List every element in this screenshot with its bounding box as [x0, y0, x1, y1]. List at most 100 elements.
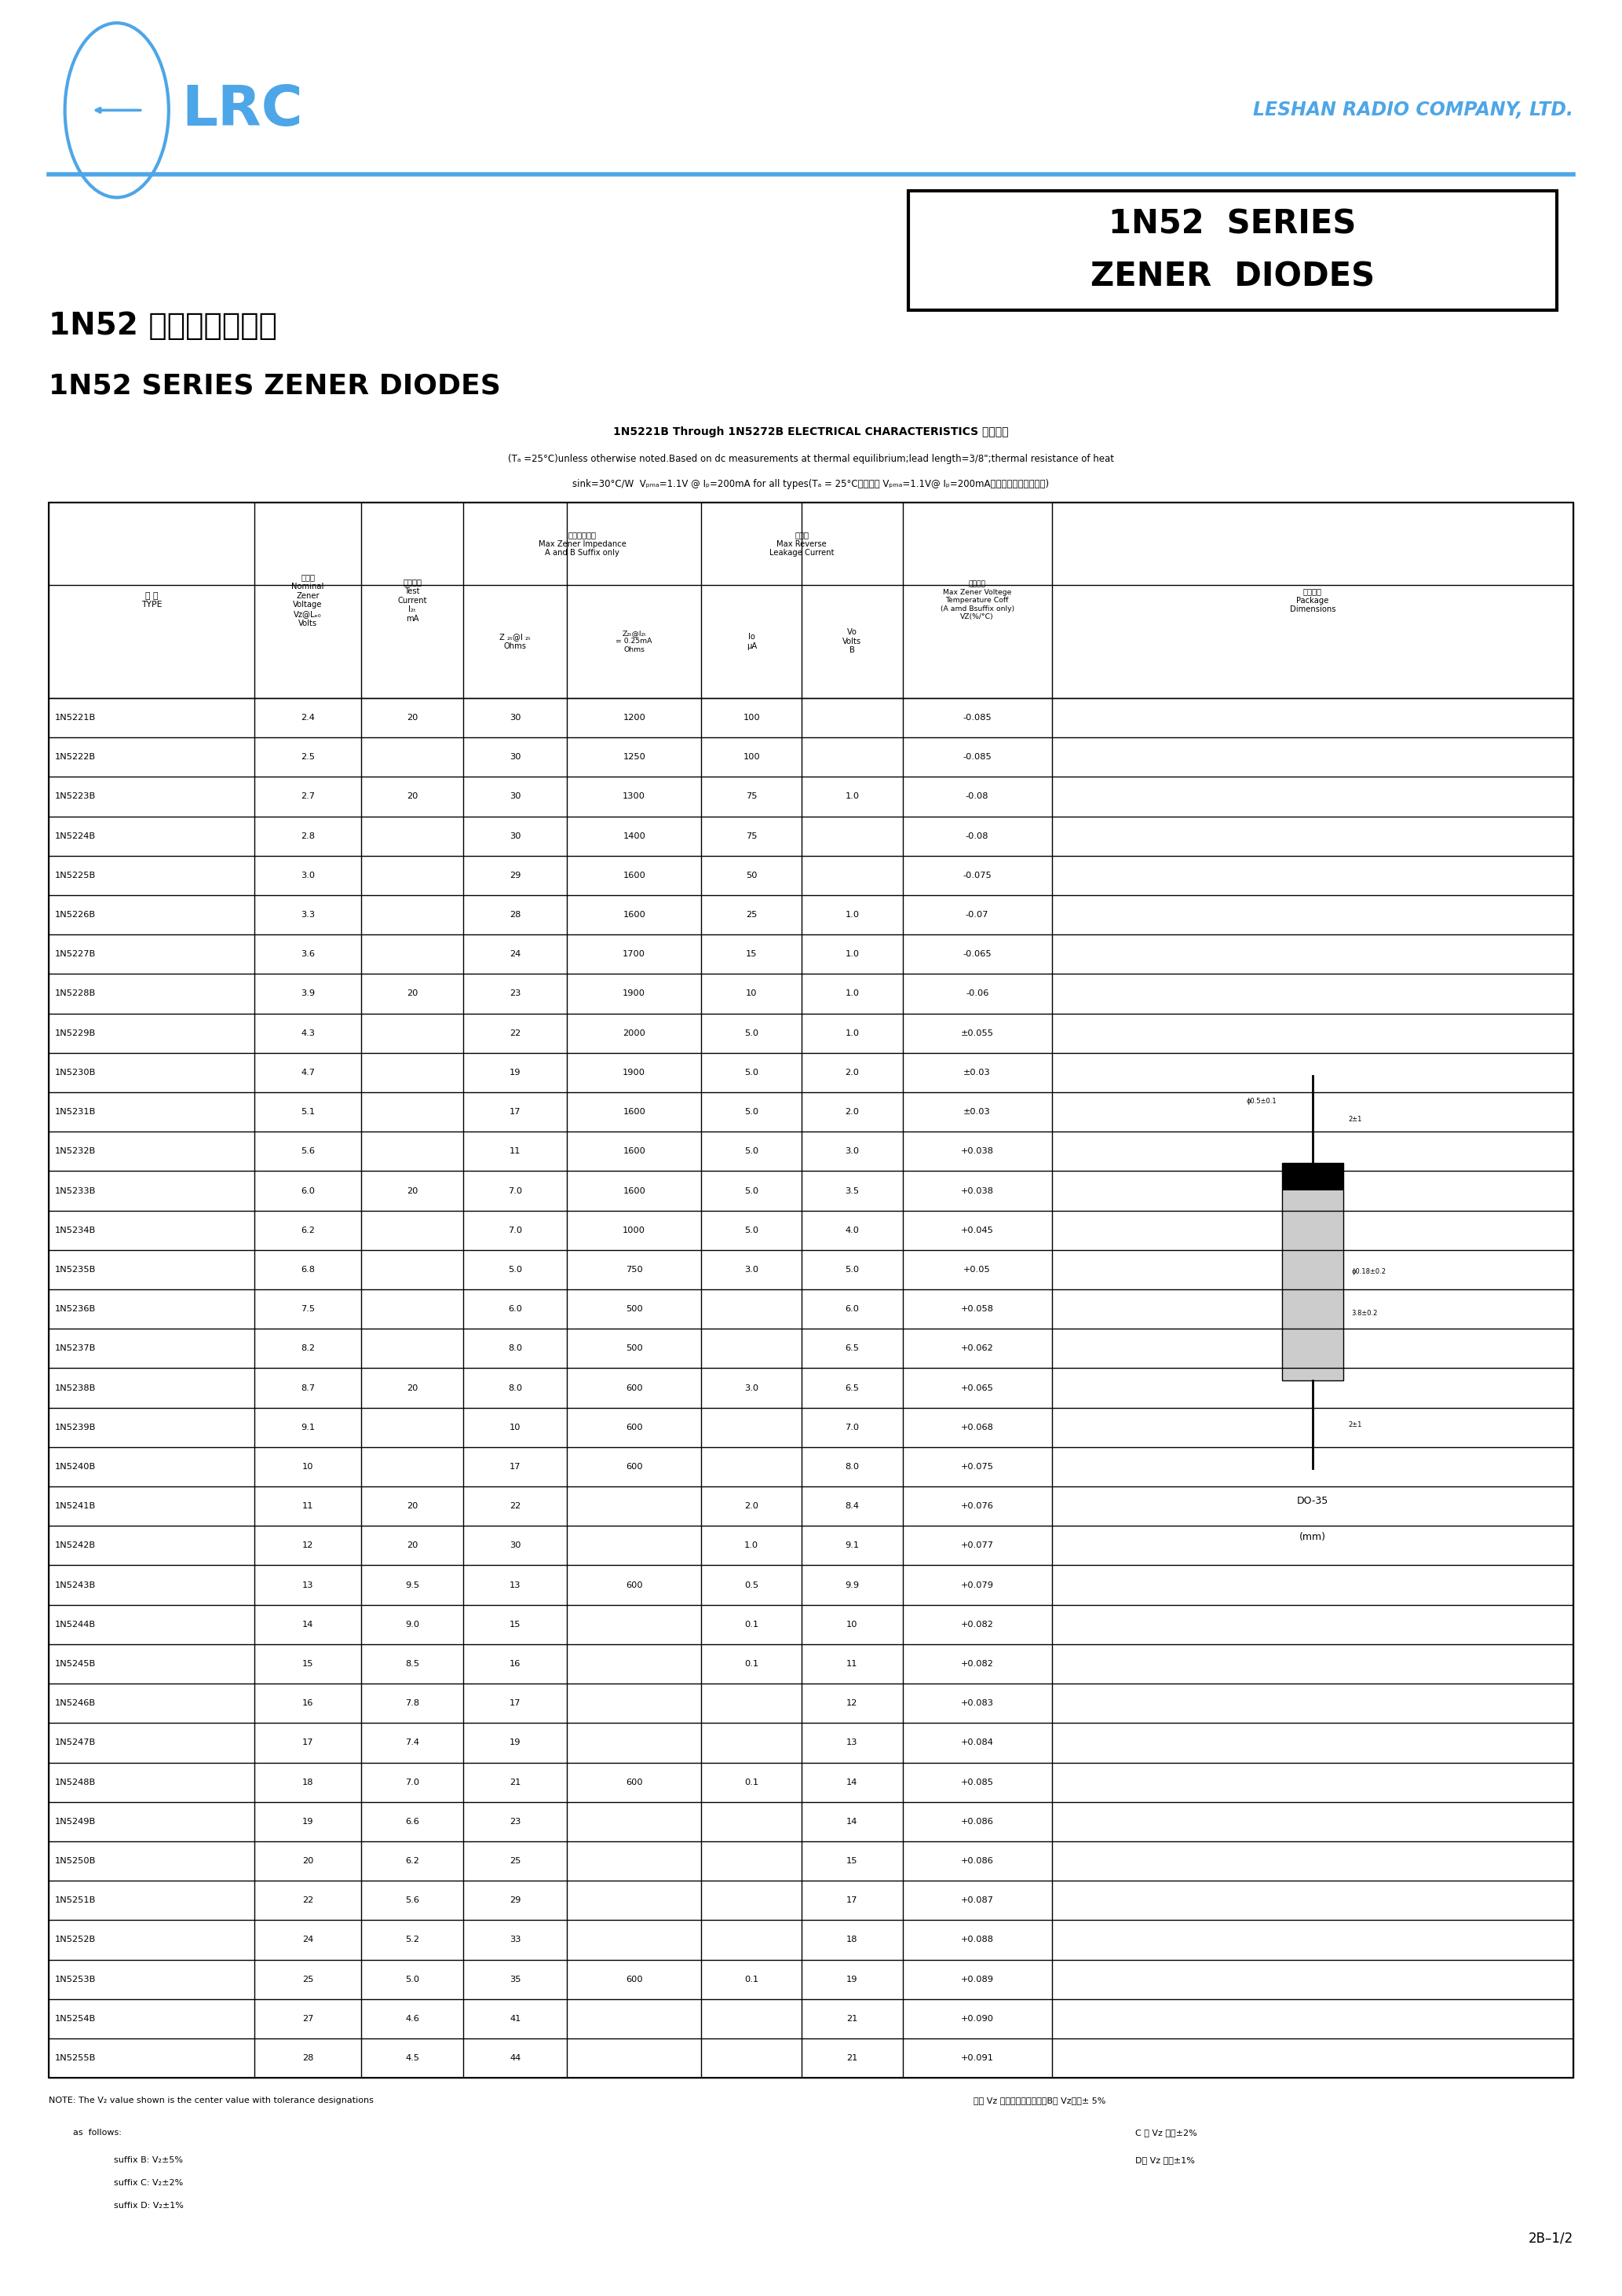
Text: 27: 27	[302, 2016, 313, 2023]
Text: 600: 600	[626, 1424, 642, 1430]
Text: 20: 20	[302, 1857, 313, 1864]
Text: 4.7: 4.7	[300, 1068, 315, 1077]
Text: 1N5246B: 1N5246B	[55, 1699, 96, 1708]
Text: 9.1: 9.1	[845, 1541, 860, 1550]
Text: 1.0: 1.0	[744, 1541, 759, 1550]
Text: 0.5: 0.5	[744, 1582, 759, 1589]
Text: 13: 13	[847, 1738, 858, 1747]
Text: 5.0: 5.0	[744, 1148, 759, 1155]
Text: 5.0: 5.0	[508, 1265, 522, 1274]
Text: 20: 20	[407, 990, 418, 996]
Text: +0.062: +0.062	[960, 1345, 994, 1352]
Bar	[1281, 1162, 1343, 1380]
Text: 1600: 1600	[623, 1148, 646, 1155]
Text: 1N5244B: 1N5244B	[55, 1621, 96, 1628]
Text: +0.085: +0.085	[960, 1779, 994, 1786]
Text: 600: 600	[626, 1384, 642, 1391]
Text: 1.0: 1.0	[845, 1029, 860, 1038]
Text: 1N5237B: 1N5237B	[55, 1345, 96, 1352]
Text: NOTE: The V₂ value shown is the center value with tolerance designations: NOTE: The V₂ value shown is the center v…	[49, 2096, 373, 2103]
Text: 1N5231B: 1N5231B	[55, 1109, 96, 1116]
Text: 44: 44	[509, 2055, 521, 2062]
Text: 14: 14	[847, 1818, 858, 1825]
Text: 10: 10	[302, 1463, 313, 1472]
Text: 1N5226B: 1N5226B	[55, 912, 96, 918]
Text: 19: 19	[509, 1068, 521, 1077]
Text: 5.0: 5.0	[744, 1109, 759, 1116]
Text: 7.0: 7.0	[508, 1226, 522, 1235]
Text: +0.082: +0.082	[960, 1660, 994, 1667]
Text: Vᴏ
Volts
B: Vᴏ Volts B	[843, 629, 861, 654]
Text: 1.0: 1.0	[845, 951, 860, 957]
Text: ±0.055: ±0.055	[960, 1029, 994, 1038]
Text: 17: 17	[302, 1738, 313, 1747]
Text: 28: 28	[302, 2055, 313, 2062]
Text: 6.0: 6.0	[300, 1187, 315, 1194]
Text: +0.038: +0.038	[960, 1148, 994, 1155]
Text: 1N5228B: 1N5228B	[55, 990, 96, 996]
Text: 温度系数
Max Zener Voltege
Temperature Coff
(A amd Bsuffix only)
VZ(%/°C): 温度系数 Max Zener Voltege Temperature Coff …	[941, 581, 1014, 620]
Text: 3.8±0.2: 3.8±0.2	[1351, 1309, 1377, 1316]
Text: 600: 600	[626, 1463, 642, 1472]
Text: 6.5: 6.5	[845, 1384, 860, 1391]
Text: 1300: 1300	[623, 792, 646, 801]
Text: 1N5248B: 1N5248B	[55, 1779, 96, 1786]
Text: 18: 18	[847, 1936, 858, 1945]
Text: ±0.03: ±0.03	[963, 1068, 991, 1077]
Text: DO-35: DO-35	[1298, 1495, 1328, 1506]
Text: sink=30°C/W  Vₚₘₐ=1.1V @ Iₚ=200mA for all types(Tₐ = 25°C所有型号 Vₚₘₐ=1.1V@ Iₚ=200m: sink=30°C/W Vₚₘₐ=1.1V @ Iₚ=200mA for all…	[573, 480, 1049, 489]
Text: 21: 21	[847, 2055, 858, 2062]
Text: 24: 24	[509, 951, 521, 957]
Text: 50: 50	[746, 872, 757, 879]
Text: 1N5254B: 1N5254B	[55, 2016, 96, 2023]
Text: 30: 30	[509, 831, 521, 840]
Text: 6.0: 6.0	[845, 1304, 860, 1313]
Text: 17: 17	[509, 1463, 521, 1472]
Text: 6.2: 6.2	[406, 1857, 420, 1864]
Text: 0.1: 0.1	[744, 1621, 759, 1628]
Text: 24: 24	[302, 1936, 313, 1945]
Text: -0.07: -0.07	[965, 912, 989, 918]
Text: 0.1: 0.1	[744, 1660, 759, 1667]
Text: 2.0: 2.0	[845, 1109, 860, 1116]
Text: 8.2: 8.2	[300, 1345, 315, 1352]
Text: -0.085: -0.085	[963, 714, 991, 721]
Text: C 型 Vz 容差±2%: C 型 Vz 容差±2%	[1135, 2128, 1197, 2135]
Text: 1N5238B: 1N5238B	[55, 1384, 96, 1391]
Text: 1N5223B: 1N5223B	[55, 792, 96, 801]
Text: 1250: 1250	[623, 753, 646, 760]
Text: D型 Vz 容差±1%: D型 Vz 容差±1%	[1135, 2156, 1195, 2163]
Text: +0.083: +0.083	[960, 1699, 994, 1708]
Text: as  follows:: as follows:	[73, 2128, 122, 2135]
Text: ZENER  DIODES: ZENER DIODES	[1090, 259, 1375, 294]
Text: 25: 25	[509, 1857, 521, 1864]
Text: 15: 15	[847, 1857, 858, 1864]
Text: 2.5: 2.5	[300, 753, 315, 760]
Text: 2000: 2000	[623, 1029, 646, 1038]
Text: 5.0: 5.0	[406, 1975, 420, 1984]
Text: 1N5239B: 1N5239B	[55, 1424, 96, 1430]
Text: 3.0: 3.0	[744, 1384, 759, 1391]
Text: 1N52 SERIES ZENER DIODES: 1N52 SERIES ZENER DIODES	[49, 372, 501, 400]
Text: LRC: LRC	[182, 83, 303, 138]
Text: +0.045: +0.045	[960, 1226, 994, 1235]
Text: 7.4: 7.4	[406, 1738, 420, 1747]
Text: 1N5252B: 1N5252B	[55, 1936, 96, 1945]
Text: 2±1: 2±1	[1348, 1116, 1362, 1123]
Text: 16: 16	[509, 1660, 521, 1667]
Text: 500: 500	[626, 1345, 642, 1352]
Text: 2.8: 2.8	[300, 831, 315, 840]
Text: 1N5247B: 1N5247B	[55, 1738, 96, 1747]
Text: 1.0: 1.0	[845, 792, 860, 801]
Text: 25: 25	[746, 912, 757, 918]
Text: -0.085: -0.085	[963, 753, 991, 760]
Text: 3.0: 3.0	[300, 872, 315, 879]
Text: 型 号
TYPE: 型 号 TYPE	[141, 592, 162, 608]
Text: 1N5229B: 1N5229B	[55, 1029, 96, 1038]
Text: 9.0: 9.0	[406, 1621, 420, 1628]
Text: 1N5233B: 1N5233B	[55, 1187, 96, 1194]
Text: 14: 14	[847, 1779, 858, 1786]
Bar	[908, 191, 1557, 310]
Text: 1N5241B: 1N5241B	[55, 1502, 96, 1511]
Text: 6.5: 6.5	[845, 1345, 860, 1352]
